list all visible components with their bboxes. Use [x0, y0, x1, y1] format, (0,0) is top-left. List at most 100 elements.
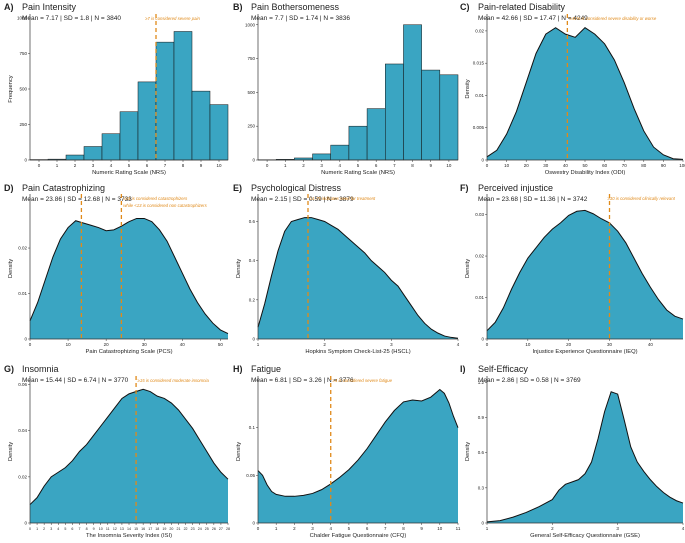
y-axis-label: Density	[236, 259, 242, 278]
x-tick-label: 30	[607, 342, 613, 347]
y-tick-label: 0.2	[249, 297, 256, 302]
x-tick-label: 5	[128, 163, 131, 168]
x-tick-label: 18	[155, 527, 159, 531]
panel-stats: Mean = 42.66 | SD = 17.47 | N = 4249	[478, 15, 588, 22]
reference-annotation: ≥41% is considered severe disability or …	[569, 16, 657, 21]
x-tick-label: 1	[284, 163, 287, 168]
x-tick-label: 14	[127, 527, 131, 531]
x-tick-label: 24	[198, 527, 202, 531]
panel-label: C)	[460, 2, 470, 12]
panel-title: Insomnia	[22, 364, 59, 374]
x-tick-label: 90	[661, 163, 667, 168]
x-tick-label: 1	[486, 526, 489, 531]
y-axis-label: Density	[465, 259, 471, 278]
x-tick-label: 40	[180, 342, 186, 347]
panel-label: A)	[4, 2, 14, 12]
x-tick-label: 13	[120, 527, 124, 531]
y-tick-label: 250	[247, 124, 255, 129]
y-tick-label: 0	[252, 337, 255, 342]
histogram-bar	[366, 108, 386, 161]
x-tick-label: 6	[146, 163, 149, 168]
y-tick-label: 0	[252, 521, 255, 526]
panel-title: Pain Bothersomeness	[251, 2, 340, 12]
reference-annotation-2: while <13 is considered non catastrophiz…	[123, 203, 207, 208]
reference-annotation: ≥1.75 indicates need for treatment	[310, 196, 376, 201]
density-area	[30, 389, 228, 523]
x-tick-label: 10	[525, 342, 531, 347]
y-tick-label: 0.01	[475, 93, 484, 98]
panel-stats: Mean = 15.44 | SD = 6.74 | N = 3770	[22, 377, 129, 384]
density-area	[487, 27, 683, 161]
y-tick-label: 0.02	[18, 246, 27, 251]
x-tick-label: 1	[56, 163, 59, 168]
x-tick-label: 28	[226, 527, 230, 531]
x-tick-label: 6	[71, 527, 73, 531]
x-tick-label: 4	[457, 342, 460, 347]
y-tick-label: 250	[19, 122, 27, 127]
x-tick-label: 19	[162, 527, 166, 531]
y-tick-label: 750	[19, 51, 27, 56]
histogram-bar	[421, 69, 441, 161]
density-area	[30, 218, 228, 339]
panel-title: Pain Catastrophizing	[22, 183, 105, 193]
panel-title: Psychological Distress	[251, 183, 342, 193]
x-tick-label: 4	[682, 526, 685, 531]
y-tick-label: 0.05	[246, 473, 255, 478]
x-tick-label: 9	[93, 527, 95, 531]
x-tick-label: 22	[184, 527, 188, 531]
x-tick-label: 20	[169, 527, 173, 531]
x-tick-label: 3	[616, 526, 619, 531]
x-tick-label: 100	[679, 163, 685, 168]
histogram-bar	[155, 41, 175, 161]
panel-label: H)	[233, 364, 243, 374]
y-tick-label: 1000	[245, 22, 256, 27]
panel-title: Self-Efficacy	[478, 364, 528, 374]
x-tick-label: 10	[504, 163, 510, 168]
x-tick-label: 5	[64, 527, 66, 531]
histogram-bar	[209, 104, 229, 161]
x-tick-label: 3	[320, 163, 323, 168]
histogram-bar	[137, 81, 157, 161]
x-tick-label: 50	[582, 163, 588, 168]
x-tick-label: 5	[348, 526, 351, 531]
x-tick-label: 23	[191, 527, 195, 531]
y-tick-label: 1.2	[478, 380, 485, 385]
x-tick-label: 9	[200, 163, 203, 168]
y-tick-label: 0.3	[478, 485, 485, 490]
x-tick-label: 16	[141, 527, 145, 531]
x-tick-label: 50	[218, 342, 224, 347]
panel-label: F)	[460, 183, 469, 193]
x-tick-label: 8	[182, 163, 185, 168]
y-tick-label: 0	[481, 337, 484, 342]
panel-title: Pain Intensity	[22, 2, 77, 12]
x-tick-label: 0	[266, 163, 269, 168]
y-tick-label: 0	[481, 521, 484, 526]
histogram-bar	[191, 90, 211, 161]
histogram-bar	[330, 144, 350, 161]
panel-title: Perceived injustice	[478, 183, 553, 193]
x-tick-label: 20	[566, 342, 572, 347]
reference-annotation: ≥4 is considered severe fatigue	[333, 378, 393, 383]
panel-label: G)	[4, 364, 14, 374]
y-axis-label: Density	[8, 259, 14, 278]
x-axis-label: Injustice Experience Questionnaire (IEQ)	[532, 349, 637, 355]
density-area	[258, 389, 458, 523]
x-tick-label: 11	[456, 526, 461, 531]
y-tick-label: 500	[19, 87, 27, 92]
x-tick-label: 6	[366, 526, 369, 531]
y-axis-label: Frequency	[8, 75, 14, 102]
y-tick-label: 0	[24, 337, 27, 342]
x-tick-label: 40	[648, 342, 654, 347]
x-tick-label: 10	[99, 527, 103, 531]
x-tick-label: 4	[110, 163, 113, 168]
x-tick-label: 2	[323, 342, 326, 347]
y-axis-label: Density	[8, 442, 14, 461]
x-tick-label: 3	[311, 526, 314, 531]
histogram-bar	[65, 154, 85, 161]
y-tick-label: 0.9	[478, 415, 485, 420]
panel-h: H) Fatigue Mean = 6.81 | SD = 3.26 | N = 3…	[233, 364, 461, 539]
y-tick-label: 0.6	[249, 219, 256, 224]
density-line	[257, 388, 459, 497]
x-tick-label: 10	[437, 526, 443, 531]
y-tick-label: 500	[247, 90, 255, 95]
